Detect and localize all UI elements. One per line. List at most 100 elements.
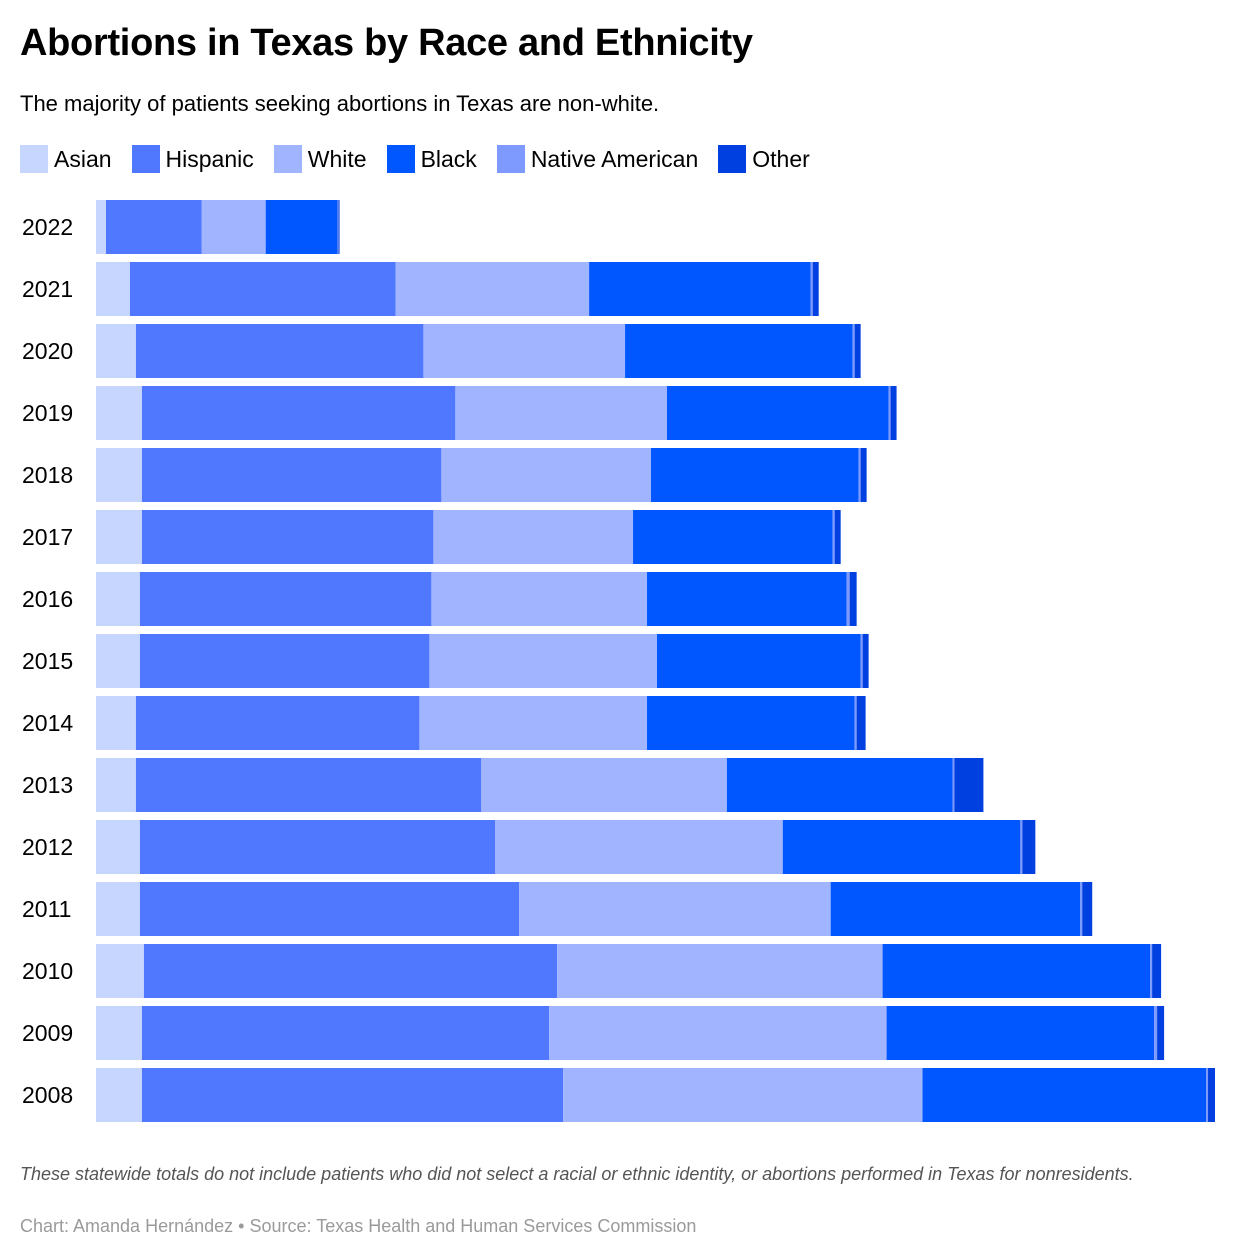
bar-2015-hispanic (139, 634, 430, 688)
year-label-2015: 2015 (22, 648, 73, 674)
bar-2013-white (481, 758, 727, 812)
bar-2021-white (395, 262, 590, 316)
bar-2012-white (495, 820, 783, 874)
bar-2015-white (429, 634, 657, 688)
bar-2019-other (890, 386, 897, 440)
year-label-2009: 2009 (22, 1020, 73, 1046)
bar-2012-asian (96, 820, 140, 874)
bar-2012-other (1022, 820, 1036, 874)
bar-2022-native-american (337, 200, 339, 254)
year-label-2012: 2012 (22, 834, 73, 860)
bar-2018-black (651, 448, 859, 502)
bar-2019-white (455, 386, 667, 440)
bar-2022-white (201, 200, 266, 254)
bar-2018-white (441, 448, 652, 502)
legend-item-hispanic: Hispanic (131, 145, 254, 173)
bar-2019-hispanic (141, 386, 456, 440)
bar-2013-native-american (952, 758, 955, 812)
bar-2010-native-american (1150, 944, 1153, 998)
bar-2014-hispanic (135, 696, 420, 750)
bar-2015-native-american (860, 634, 863, 688)
legend-item-black: Black (386, 145, 477, 173)
year-label-2016: 2016 (22, 586, 73, 612)
credit-source: Source: Texas Health and Human Services … (249, 1216, 697, 1236)
bar-2016-asian (96, 572, 140, 626)
legend-label-other: Other (752, 145, 810, 172)
bar-2012-hispanic (139, 820, 496, 874)
bar-2020-white (423, 324, 626, 378)
bar-2009-asian (96, 1006, 142, 1060)
bar-2016-hispanic (139, 572, 432, 626)
legend-swatch-other (718, 145, 747, 173)
bar-2017-asian (96, 510, 142, 564)
bar-2010-hispanic (143, 944, 558, 998)
bar-2017-native-american (832, 510, 835, 564)
legend-swatch-asian (20, 145, 48, 173)
legend-item-other: Other (718, 145, 810, 173)
bar-2022-other (338, 200, 340, 254)
bar-2022-asian (96, 200, 106, 254)
chart-title: Abortions in Texas by Race and Ethnicity (20, 22, 753, 64)
bar-2016-black (647, 572, 847, 626)
bar-2008-native-american (1206, 1068, 1209, 1122)
chart-legend: Asian Hispanic White Black Native American Ot… (20, 144, 830, 174)
bar-2022-black (265, 200, 338, 254)
year-label-2013: 2013 (22, 772, 73, 798)
year-label-2021: 2021 (22, 276, 73, 302)
year-label-2014: 2014 (22, 710, 73, 736)
credit-author: Chart: Amanda Hernández (20, 1216, 234, 1236)
bar-2017-white (433, 510, 634, 564)
bar-2013-black (726, 758, 953, 812)
bar-2015-asian (96, 634, 140, 688)
bar-2009-other (1157, 1006, 1165, 1060)
bar-2018-hispanic (141, 448, 442, 502)
bar-2013-asian (96, 758, 136, 812)
bar-2012-black (782, 820, 1021, 874)
bar-2012-native-american (1020, 820, 1023, 874)
legend-swatch-hispanic (131, 145, 160, 173)
legend-label-asian: Asian (54, 145, 112, 172)
bar-2020-hispanic (135, 324, 424, 378)
bar-2019-black (666, 386, 889, 440)
credit-separator: • (238, 1216, 245, 1236)
bar-2010-asian (96, 944, 144, 998)
year-label-2020: 2020 (22, 338, 73, 364)
bar-2017-hispanic (141, 510, 434, 564)
bar-2014-white (419, 696, 648, 750)
bar-2020-native-american (852, 324, 855, 378)
bar-2021-other (812, 262, 819, 316)
bar-2018-native-american (858, 448, 861, 502)
year-label-2022: 2022 (22, 214, 73, 240)
chart-footnote: These statewide totals do not include pa… (20, 1164, 1134, 1184)
legend-swatch-black (386, 145, 415, 173)
bar-2016-other (849, 572, 857, 626)
bar-2020-black (625, 324, 853, 378)
year-label-2018: 2018 (22, 462, 73, 488)
bar-2013-other (954, 758, 984, 812)
year-label-2008: 2008 (22, 1082, 73, 1108)
bar-2010-other (1152, 944, 1162, 998)
legend-item-native-american: Native American (496, 145, 698, 173)
bar-2013-hispanic (135, 758, 482, 812)
legend-item-white: White (273, 145, 367, 173)
bar-2015-other (862, 634, 869, 688)
bar-2021-black (589, 262, 811, 316)
bar-2009-hispanic (141, 1006, 550, 1060)
bar-2011-asian (96, 882, 140, 936)
bar-2009-native-american (1154, 1006, 1158, 1060)
bar-2015-black (657, 634, 861, 688)
bar-2019-asian (96, 386, 142, 440)
bar-2014-other (856, 696, 866, 750)
bar-2018-other (860, 448, 867, 502)
bar-2011-native-american (1080, 882, 1083, 936)
bar-2018-asian (96, 448, 142, 502)
bar-2021-hispanic (129, 262, 396, 316)
chart-credit: Chart: Amanda Hernández • Source: Texas … (20, 1216, 696, 1237)
year-label-2019: 2019 (22, 400, 73, 426)
bar-2014-asian (96, 696, 136, 750)
bar-2011-white (519, 882, 831, 936)
bar-2010-white (557, 944, 883, 998)
bar-2021-asian (96, 262, 130, 316)
bar-2019-native-american (888, 386, 891, 440)
legend-swatch-native-american (496, 145, 525, 173)
